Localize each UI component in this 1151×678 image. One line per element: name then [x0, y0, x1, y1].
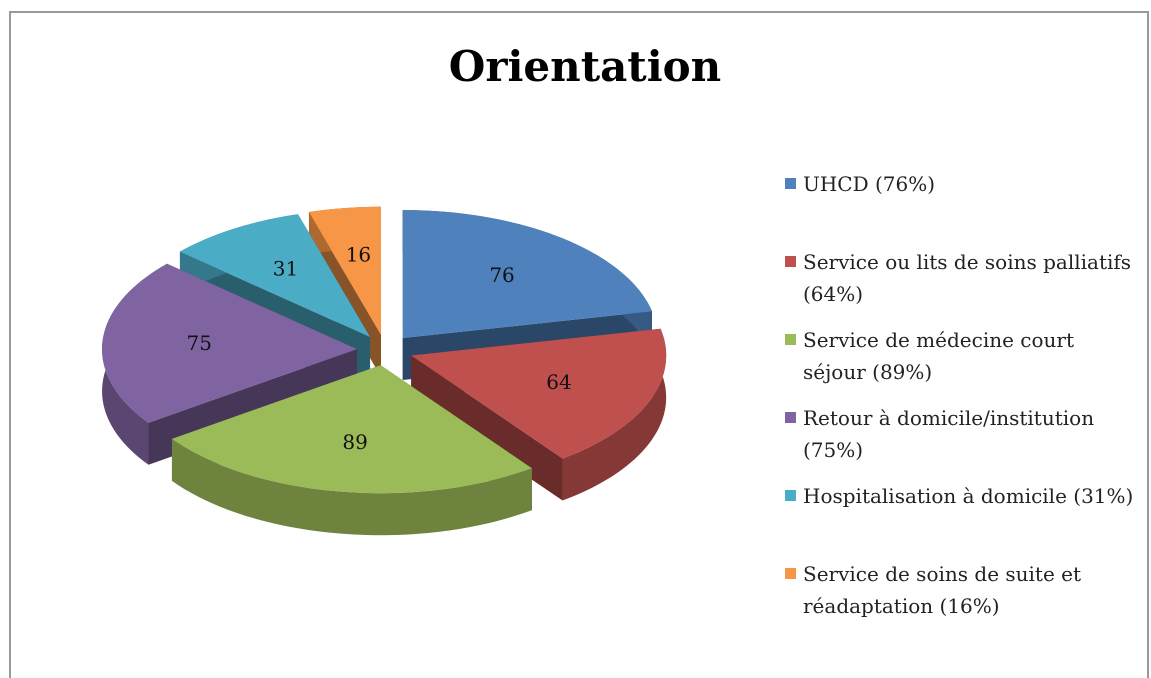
legend-label: Retour à domicile/institution (75%) [803, 406, 1095, 462]
slice [102, 263, 358, 423]
slice-wall [171, 438, 532, 536]
legend-label: Service de médecine court séjour (89%) [803, 328, 1075, 384]
slice [171, 365, 532, 494]
legend-swatch [785, 568, 796, 579]
data-label: 76 [489, 263, 514, 287]
slice-wall [562, 328, 667, 501]
slice [308, 206, 382, 335]
legend-item: Service de médecine court séjour (89%) [785, 324, 1140, 402]
data-label: 16 [346, 243, 371, 267]
legend-swatch [785, 256, 796, 267]
data-label: 89 [342, 430, 367, 454]
chart-title: Orientation [449, 42, 721, 91]
legend: UHCD (76%) Service ou lits de soins palli… [785, 168, 1140, 636]
legend-label: UHCD (76%) [803, 172, 936, 196]
legend-swatch [785, 412, 796, 423]
legend-item: Retour à domicile/institution (75%) [785, 402, 1140, 480]
legend-label: Hospitalisation à domicile (31%) [803, 484, 1134, 508]
legend-item: Hospitalisation à domicile (31%) [785, 480, 1140, 558]
data-label: 31 [273, 256, 298, 280]
slice [179, 214, 371, 337]
legend-label: Service ou lits de soins palliatifs (64%… [803, 250, 1132, 306]
legend-swatch [785, 490, 796, 501]
legend-item: Service de soins de suite et réadaptatio… [785, 558, 1140, 636]
slice [402, 210, 652, 339]
legend-swatch [785, 178, 796, 189]
legend-item: Service ou lits de soins palliatifs (64%… [785, 246, 1140, 324]
data-label: 64 [546, 370, 571, 394]
data-label: 75 [186, 331, 211, 355]
legend-item: UHCD (76%) [785, 168, 1140, 246]
legend-label: Service de soins de suite et réadaptatio… [803, 562, 1082, 618]
slice [411, 328, 667, 459]
legend-swatch [785, 334, 796, 345]
